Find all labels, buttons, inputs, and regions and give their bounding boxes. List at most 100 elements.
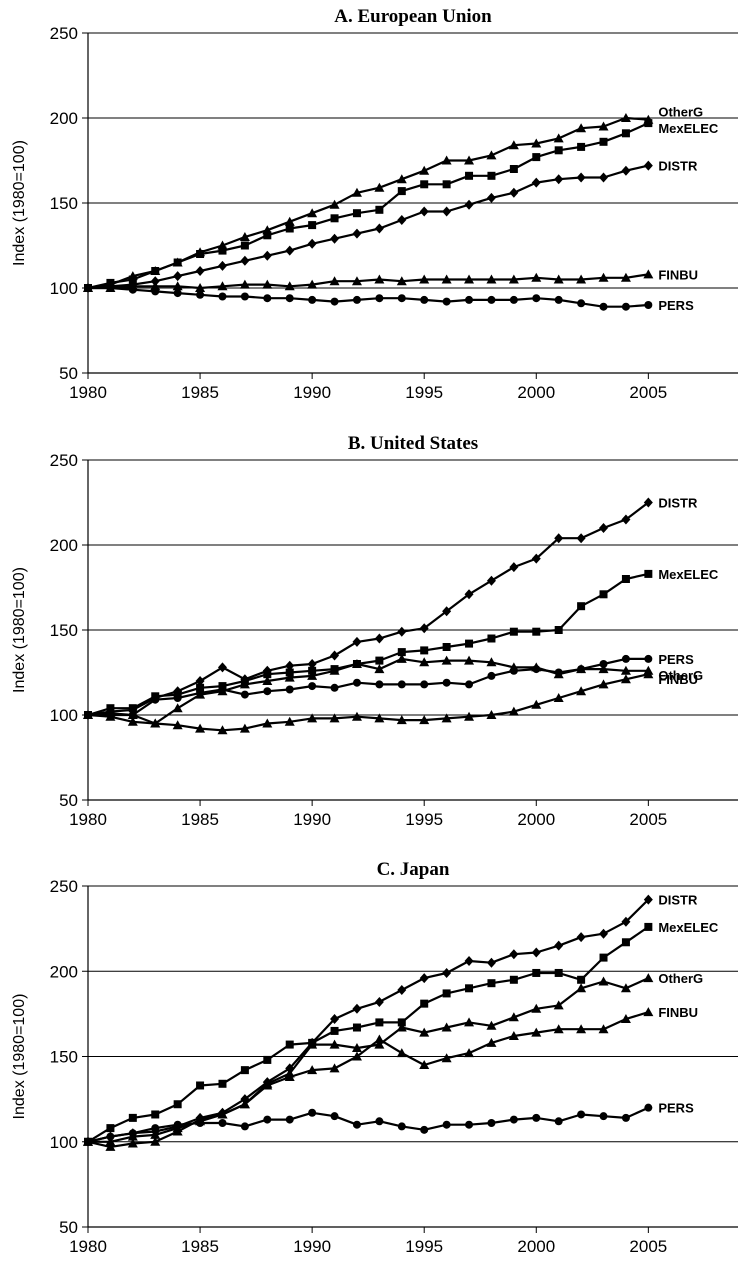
chart-3-x-tick-label-1995: 1995: [405, 1237, 443, 1256]
chart-1-series-finbu-point-2000: [531, 272, 542, 282]
chart-2-series-otherg-point-1986: [217, 686, 228, 696]
chart-3-y-tick-label-50: 50: [59, 1218, 78, 1237]
chart-3-series-finbu-point-1998: [486, 1037, 497, 1047]
chart-2-series-finbu-point-1996: [441, 713, 452, 723]
chart-1-series-mexelec-point-1989: [285, 224, 294, 233]
chart-1-series-pers-point-1999: [509, 295, 518, 304]
chart-2-series-pers-point-1993: [375, 680, 384, 689]
chart-2-series-pers-point-1996: [442, 678, 451, 687]
chart-1-series-finbu-point-1989: [284, 281, 295, 291]
chart-3-series-pers-point-1988: [263, 1115, 272, 1124]
chart-3-series-otherg-point-1993: [374, 1039, 385, 1049]
chart-2-series-otherg-point-1996: [441, 655, 452, 665]
chart-1-series-pers-point-1992: [352, 295, 361, 304]
chart-1-series-distr-point-1996: [442, 206, 452, 217]
chart-2-series-mexelec-point-1996: [442, 643, 451, 651]
chart-1-series-mexelec-point-1999: [509, 165, 518, 173]
chart-2-series-finbu-point-1984: [172, 720, 183, 730]
chart-2-x-tick-label-2005: 2005: [629, 810, 667, 829]
chart-1-series-otherg-point-1991: [329, 199, 340, 209]
chart-1-series-mexelec-point-2000: [532, 153, 541, 162]
chart-3-series-finbu-point-1981: [105, 1141, 116, 1151]
chart-1-series-pers-point-1985: [196, 290, 205, 299]
chart-3-series-mexelec-point-1997: [465, 984, 474, 993]
chart-2-series-mexelec-point-2001: [554, 626, 563, 634]
chart-1-series-pers-point-1994: [397, 294, 406, 303]
chart-3-series-otherg-point-1994: [396, 1022, 407, 1032]
chart-1-series-distr-point-1990: [307, 238, 317, 249]
chart-2-series-distr-point-1994: [397, 626, 407, 637]
chart-2-series-finbu-point-1992: [351, 711, 362, 721]
chart-2-series-distr-point-2001: [554, 533, 564, 544]
chart-3-series-distr-point-1997: [464, 956, 474, 967]
chart-1-series-otherg-point-1987: [239, 232, 250, 241]
chart-1-series-finbu-point-1993: [374, 274, 385, 284]
chart-2-x-tick-label-1980: 1980: [69, 810, 107, 829]
chart-1-series-otherg-point-1997: [464, 155, 475, 165]
chart-2-series-distr-point-1986: [217, 662, 227, 673]
chart-2-series-finbu-point-1989: [284, 716, 295, 726]
chart-1-series-distr-point-1999: [509, 187, 519, 198]
chart-2-series-otherg-point-1982: [127, 710, 138, 719]
chart-1-series-mexelec-point-2001: [554, 146, 563, 155]
chart-3-series-otherg-point-2004: [620, 983, 631, 993]
chart-1-series-distr-point-2003: [599, 172, 609, 183]
chart-2-series-otherg-point-1998: [486, 657, 497, 667]
chart-1-series-distr-point-1984: [173, 271, 183, 282]
chart-1-series-pers-point-1981: [106, 284, 115, 292]
chart-2-series-otherg-point-2003: [598, 664, 609, 674]
chart-2-series-mexelec-point-1999: [509, 627, 518, 636]
chart-2-series-mexelec-point-2003: [599, 590, 608, 599]
chart-1-series-mexelec-point-1991: [330, 214, 339, 223]
chart-3-series-mexelec-point-1992: [352, 1023, 361, 1032]
chart-3-series-pers-point-1999: [509, 1115, 518, 1124]
chart-1-series-finbu-line: [88, 273, 649, 290]
chart-2-series-pers-point-1984: [173, 694, 182, 702]
chart-1-series-finbu-point-1988: [262, 279, 273, 289]
chart-2-series-mexelec-label: MexELEC: [658, 567, 719, 582]
chart-2-series-distr-label: DISTR: [658, 496, 698, 511]
chart-2-series-finbu-point-1999: [508, 706, 519, 716]
chart-3-series-otherg-point-1987: [239, 1099, 250, 1109]
chart-1-series-finbu-label: FINBU: [658, 267, 698, 282]
chart-1-title: A. European Union: [334, 6, 492, 27]
chart-3-series-pers-point-2004: [621, 1113, 630, 1122]
chart-2-series-pers-point-1995: [420, 680, 429, 689]
chart-3-series-pers-point-1982: [128, 1129, 137, 1138]
chart-3-x-tick-label-1980: 1980: [69, 1237, 107, 1256]
chart-2-series-distr-point-1990: [307, 659, 317, 669]
chart-2-series-distr-point-2000: [531, 553, 541, 564]
chart-1-series-pers-point-1984: [173, 289, 182, 298]
chart-3-series-otherg-point-2003: [598, 976, 609, 986]
chart-1-series-mexelec-point-1993: [375, 205, 384, 214]
chart-2-series-distr-point-2004: [621, 514, 631, 525]
chart-2-series-finbu-point-1994: [396, 715, 407, 725]
chart-1-series-finbu-point-1986: [217, 281, 228, 291]
chart-2-series-mexelec-point-2005: [644, 569, 653, 578]
chart-3-series-otherg-label: OtherG: [658, 971, 703, 986]
chart-3-series-pers-point-1985: [196, 1118, 205, 1127]
chart-2-series-mexelec-point-1981: [106, 704, 115, 713]
chart-2-series-distr-point-1995: [419, 623, 429, 634]
chart-3-series-finbu-point-1997: [464, 1048, 475, 1058]
chart-3-series-mexelec-point-1982: [128, 1113, 137, 1122]
chart-1-series-finbu-point-1987: [239, 279, 250, 289]
chart-2-series-finbu-point-2002: [576, 686, 587, 696]
chart-2-series-finbu-point-1982: [127, 716, 138, 726]
chart-1-series-pers-point-2003: [599, 302, 608, 311]
chart-2-series-otherg-line: [87, 657, 649, 725]
chart-3-series-finbu-point-1993: [374, 1034, 385, 1044]
chart-2-series-otherg-point-1991: [329, 665, 340, 675]
chart-2-x-tick-label-1985: 1985: [181, 810, 219, 829]
chart-2-series-otherg-point-1990: [307, 670, 318, 680]
chart-3-series-distr-point-1999: [509, 949, 519, 960]
chart-1-y-tick-label-100: 100: [50, 279, 78, 298]
chart-3-series-mexelec-point-1988: [263, 1055, 272, 1064]
chart-3-series-finbu-point-1982: [127, 1138, 138, 1148]
chart-2-y-tick-label-50: 50: [59, 791, 78, 810]
chart-1-series-pers-point-1986: [218, 292, 227, 301]
chart-3-series-finbu-line: [87, 1011, 649, 1149]
chart-1-x-tick-label-2005: 2005: [629, 383, 667, 402]
chart-1-series-finbu-point-1996: [441, 274, 452, 284]
